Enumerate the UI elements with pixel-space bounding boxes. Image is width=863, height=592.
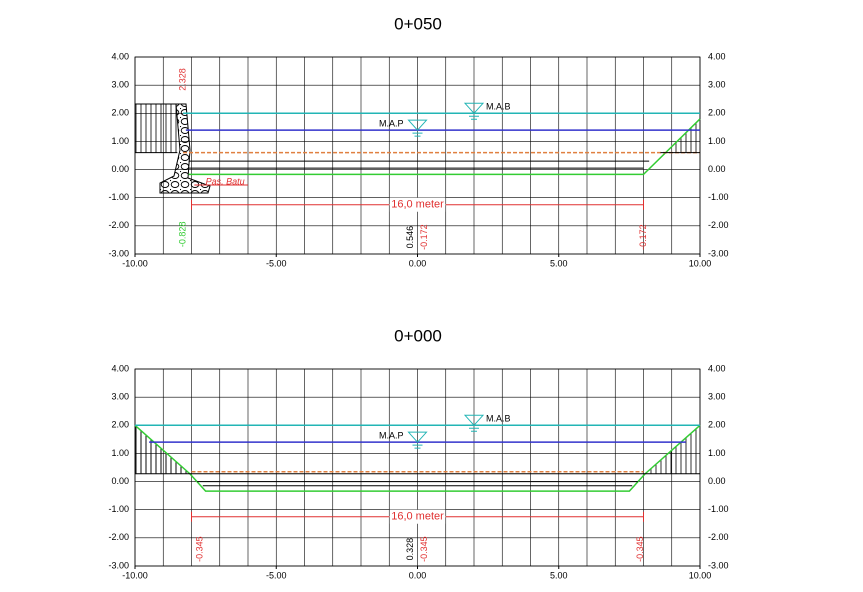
map-label: M.A.P: [379, 431, 404, 441]
y-tick-label: 1.00: [111, 448, 129, 458]
mab-label: M.A.B: [486, 414, 511, 424]
water-symbol: [407, 431, 428, 449]
y-tick-label: 3.00: [111, 392, 129, 402]
elevation-label: -0.345: [635, 536, 645, 562]
x-tick-label: 10.00: [689, 570, 712, 580]
y-tick-label-right: 0.00: [708, 164, 726, 174]
chart-title: 0+050: [394, 14, 442, 33]
profile-line: [188, 118, 701, 176]
y-tick-label: 4.00: [111, 363, 129, 373]
x-tick-label: 5.00: [550, 570, 568, 580]
y-tick-label: 1.00: [111, 136, 129, 146]
water-symbol: [407, 119, 428, 137]
wall-label: Pas. Batu: [206, 177, 245, 187]
water-symbol: [463, 102, 485, 120]
y-tick-label-right: 1.00: [708, 448, 726, 458]
y-tick-label: -1.00: [108, 192, 129, 202]
hatch: [672, 119, 700, 153]
elevation-label: 0.328: [405, 538, 415, 561]
x-tick-label: 0.00: [409, 570, 427, 580]
y-tick-label-right: 3.00: [708, 80, 726, 90]
y-tick-label: -2.00: [108, 532, 129, 542]
mab-label: M.A.B: [486, 102, 511, 112]
y-tick-label-right: 3.00: [708, 392, 726, 402]
elevation-label: -0.828: [177, 222, 187, 248]
y-tick-label-right: -3.00: [708, 560, 729, 570]
y-tick-label-right: 4.00: [708, 51, 726, 61]
y-tick-label-right: -1.00: [708, 192, 729, 202]
y-tick-label-right: -1.00: [708, 504, 729, 514]
y-tick-label-right: 4.00: [708, 363, 726, 373]
y-tick-label-right: 0.00: [708, 476, 726, 486]
y-tick-label-right: 2.00: [708, 420, 726, 430]
profile-line: [134, 424, 701, 492]
water-symbol: [463, 414, 485, 432]
y-tick-label-right: 2.00: [708, 108, 726, 118]
dimension-label: 16,0 meter: [391, 511, 444, 523]
y-tick-label: 0.00: [111, 164, 129, 174]
y-tick-label: -3.00: [108, 560, 129, 570]
elevation-label: 0.546: [405, 226, 415, 249]
dimension-label: 16,0 meter: [391, 199, 444, 211]
elevation-label: -0.345: [419, 536, 429, 562]
elevation-label: -0.172: [638, 224, 648, 250]
elevation-label: -0.345: [194, 536, 204, 562]
x-tick-label: -10.00: [122, 570, 148, 580]
map-label: M.A.P: [379, 119, 404, 129]
y-tick-label-right: -2.00: [708, 532, 729, 542]
y-tick-label: -3.00: [108, 248, 129, 258]
x-tick-label: -5.00: [266, 570, 287, 580]
dimension-label-bg: [389, 197, 446, 212]
y-tick-label-right: 1.00: [708, 136, 726, 146]
x-tick-label: -5.00: [266, 258, 287, 268]
elevation-label: -0.172: [419, 224, 429, 250]
x-tick-label: 5.00: [550, 258, 568, 268]
y-tick-label-right: -3.00: [708, 248, 729, 258]
hatch: [135, 104, 178, 153]
plot-frame: [134, 56, 701, 255]
stone-wall: [159, 103, 211, 194]
y-tick-label: 0.00: [111, 476, 129, 486]
elevation-label: 2.328: [177, 68, 187, 91]
y-tick-label: 2.00: [111, 108, 129, 118]
y-tick-label: 4.00: [111, 51, 129, 61]
dimension-label-bg: [389, 509, 446, 524]
x-tick-label: 10.00: [689, 258, 712, 268]
y-tick-label: 2.00: [111, 420, 129, 430]
x-tick-label: -10.00: [122, 258, 148, 268]
y-tick-label-right: -2.00: [708, 220, 729, 230]
plot-frame: [134, 368, 701, 567]
chart-title: 0+000: [394, 326, 442, 345]
y-tick-label: 3.00: [111, 80, 129, 90]
y-tick-label: -2.00: [108, 220, 129, 230]
x-tick-label: 0.00: [409, 258, 427, 268]
y-tick-label: -1.00: [108, 504, 129, 514]
